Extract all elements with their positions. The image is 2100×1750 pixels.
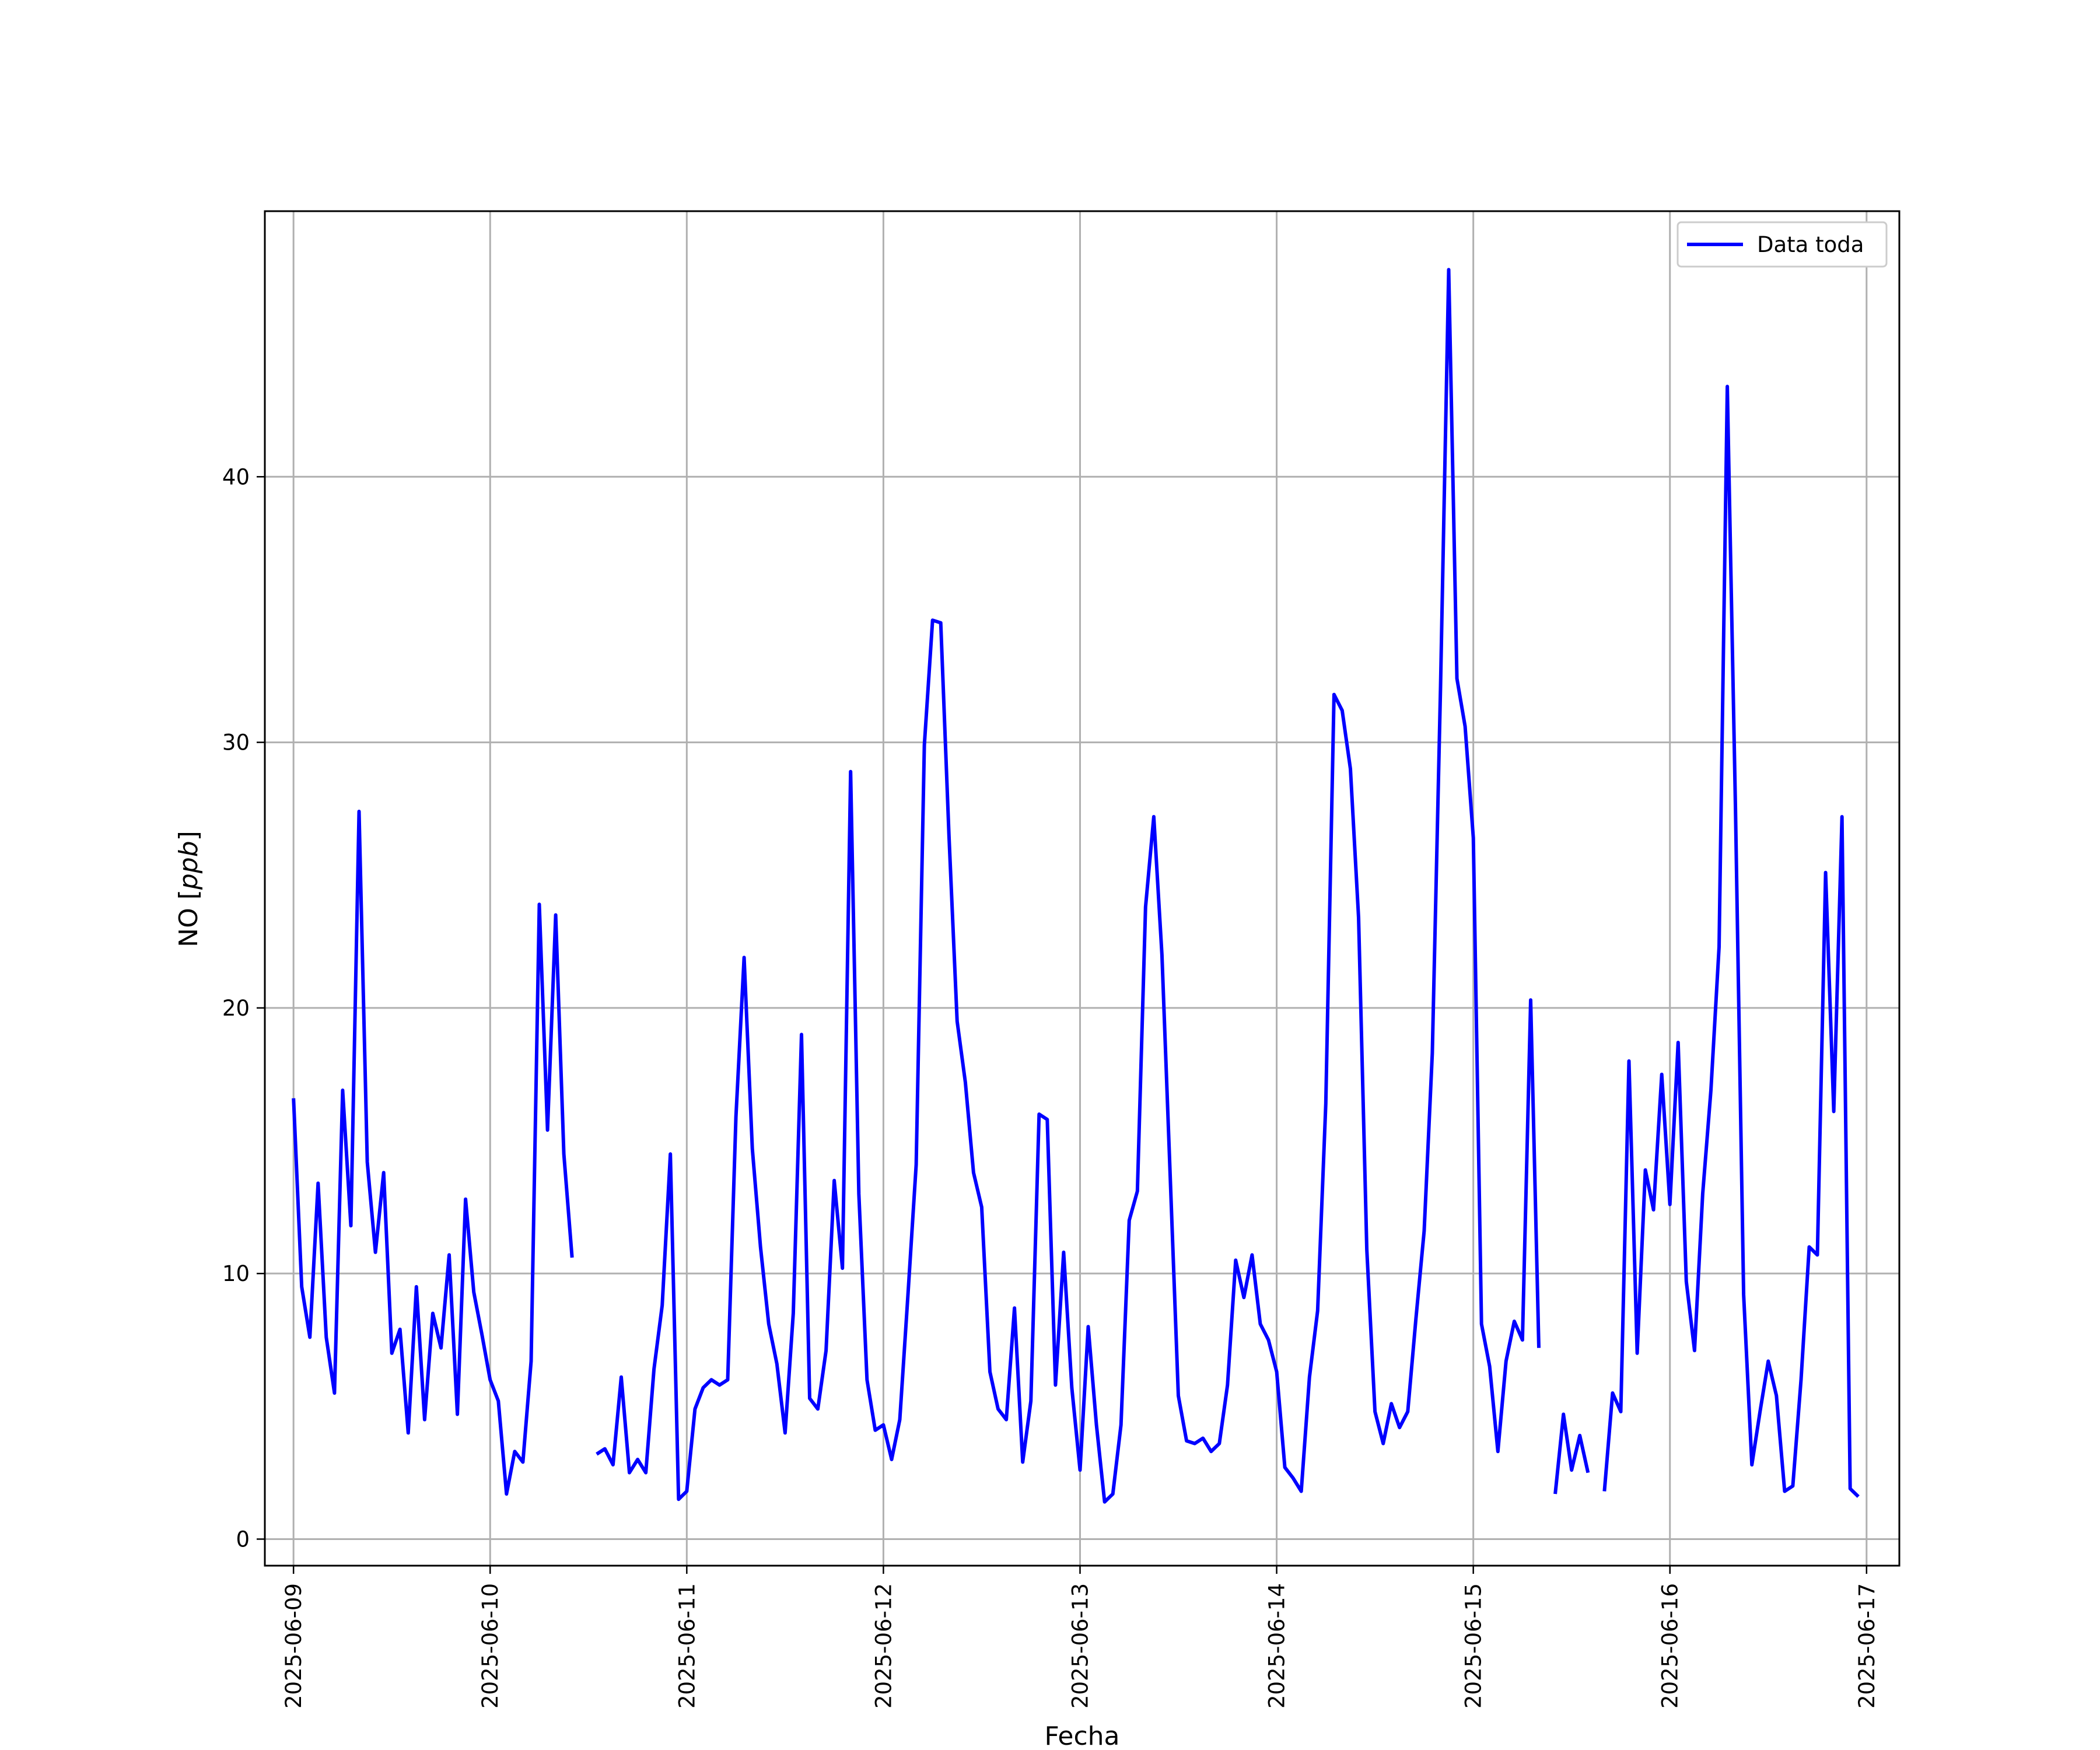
legend: Data toda bbox=[1676, 221, 1888, 268]
y-tick-label: 10 bbox=[222, 1261, 250, 1286]
x-tick-label: 2025-06-14 bbox=[1265, 1583, 1290, 1709]
legend-box bbox=[1676, 221, 1888, 268]
y-axis-label: NO [ppb] bbox=[174, 831, 204, 947]
x-tick-label: 2025-06-13 bbox=[1068, 1583, 1093, 1709]
y-tick-label: 0 bbox=[236, 1527, 250, 1552]
legend-label-data-toda: Data toda bbox=[1757, 232, 1864, 257]
x-tick-label: 2025-06-17 bbox=[1854, 1583, 1880, 1709]
axes: 2025-06-09 2025-06-10 2025-06-11 2025-06-12… bbox=[222, 464, 1880, 1709]
x-axis-label: Fecha bbox=[1044, 1721, 1119, 1750]
series-line-segment bbox=[1553, 1412, 1590, 1494]
y-axis-label-end: ] bbox=[174, 831, 204, 841]
series-line-segment bbox=[596, 268, 1541, 1504]
series-line-segment bbox=[1602, 384, 1860, 1498]
y-tick-label: 40 bbox=[222, 464, 250, 489]
x-tick-label: 2025-06-09 bbox=[281, 1583, 306, 1709]
x-tick-label: 2025-06-16 bbox=[1658, 1583, 1683, 1709]
series-layer bbox=[292, 268, 1860, 1504]
y-axis-label-main: NO [ bbox=[174, 890, 204, 947]
series-line-segment bbox=[292, 810, 574, 1496]
x-tick-label: 2025-06-10 bbox=[478, 1583, 503, 1709]
x-tick-label: 2025-06-15 bbox=[1461, 1583, 1486, 1709]
y-axis-label-unit: ppb bbox=[174, 841, 204, 890]
x-tick-label: 2025-06-12 bbox=[871, 1583, 896, 1709]
grid bbox=[265, 211, 1899, 1566]
y-tick-label: 30 bbox=[222, 730, 250, 755]
plot-frame bbox=[264, 210, 1901, 1567]
x-tick-label: 2025-06-11 bbox=[674, 1583, 699, 1709]
plot-area-background bbox=[265, 211, 1899, 1566]
y-tick-label: 20 bbox=[222, 996, 250, 1021]
